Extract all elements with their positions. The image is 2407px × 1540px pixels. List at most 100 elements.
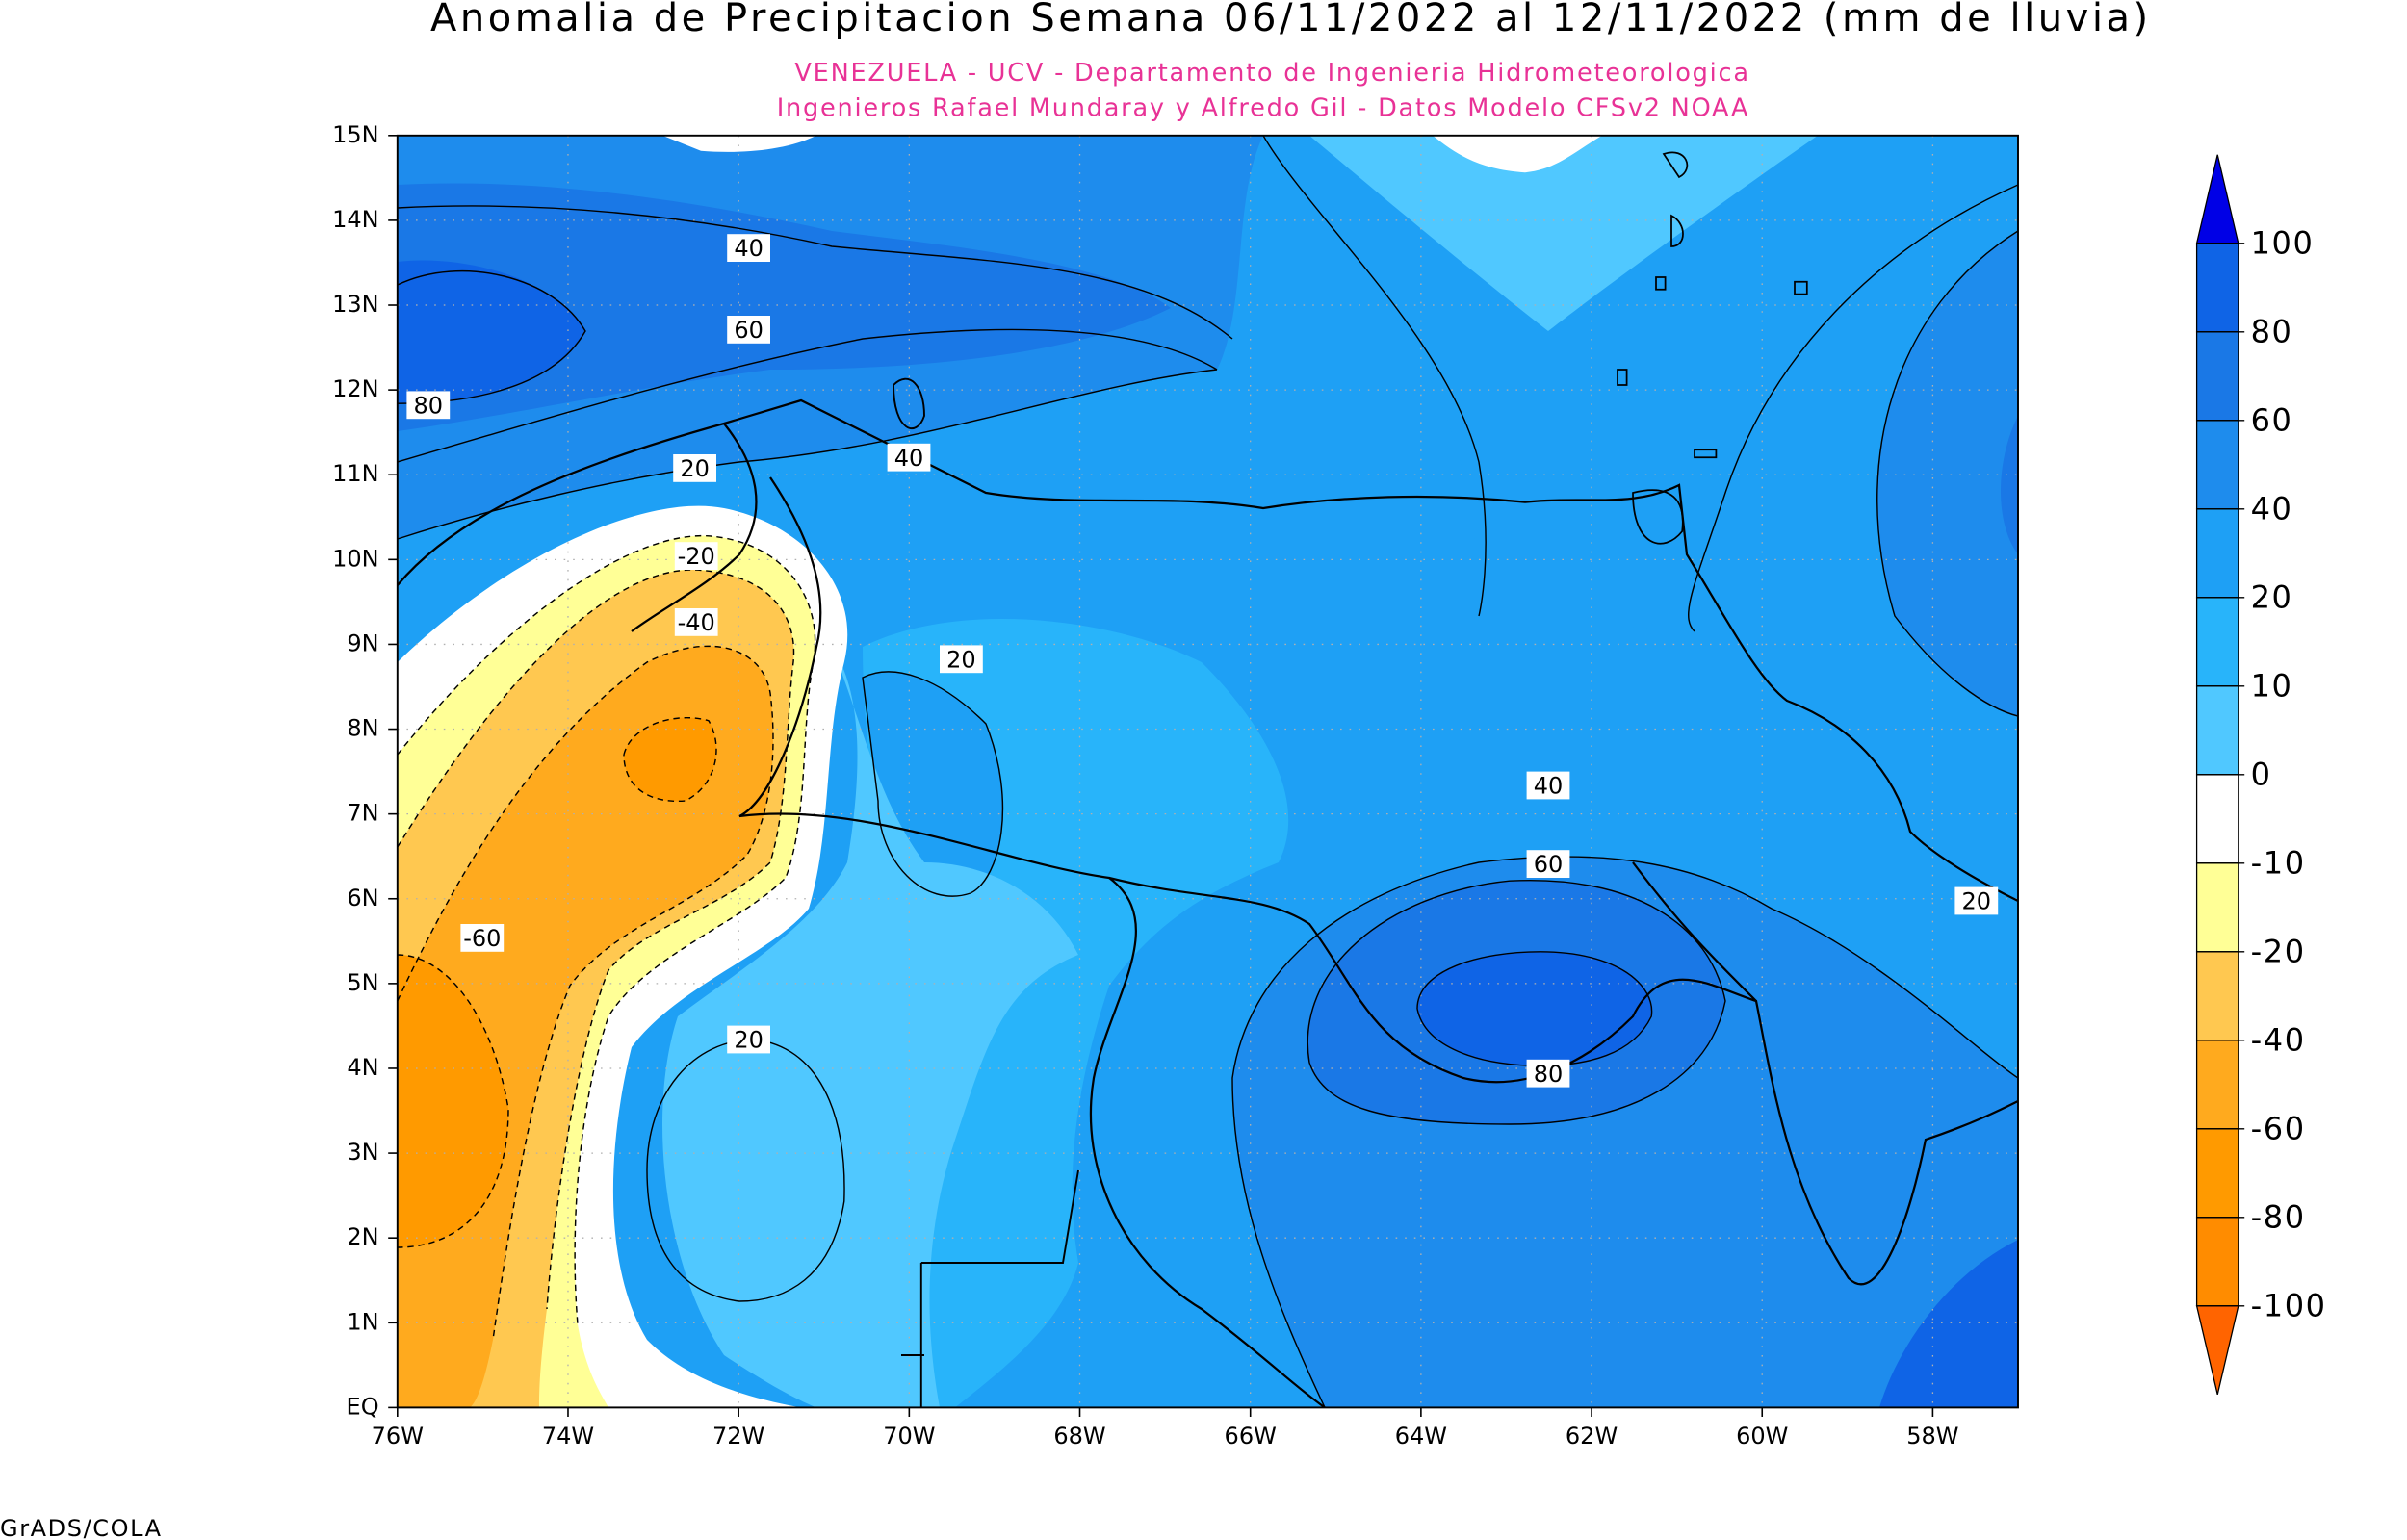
colorbar-swatch — [2195, 774, 2239, 864]
y-tick-label: 4N — [347, 1054, 378, 1081]
contour-label: 20 — [946, 646, 976, 673]
contour-line — [646, 1039, 845, 1302]
colorbar-label: -10 — [2251, 844, 2306, 881]
subtitle: Ingenieros Rafael Mundaray y Alfredo Gil… — [777, 94, 1750, 123]
contour-label-box — [727, 316, 770, 344]
colorbar-swatch — [2195, 685, 2239, 776]
contour-label: 20 — [1962, 888, 1992, 915]
contour-label-box — [673, 454, 716, 482]
contour-label-box — [1526, 771, 1570, 800]
x-tick-label: 66W — [1225, 1423, 1277, 1450]
contour-label: 20 — [734, 1027, 764, 1054]
colorbar-label: 10 — [2251, 667, 2293, 704]
colorbar-label: 100 — [2251, 224, 2315, 261]
colorbar-label: 40 — [2251, 490, 2293, 526]
x-tick-label: 70W — [883, 1423, 935, 1450]
colorbar-label: -60 — [2251, 1110, 2306, 1146]
anomaly-region — [397, 955, 508, 1247]
anomaly-region — [1263, 135, 2018, 632]
x-tick-label: 64W — [1395, 1423, 1447, 1450]
colorbar-swatch — [2195, 1217, 2239, 1307]
contour-label: -60 — [463, 925, 501, 952]
contour-label-box — [1954, 886, 1999, 915]
contour-label: 60 — [1534, 851, 1564, 878]
contour-line — [397, 369, 1218, 540]
contour-lines — [397, 135, 2018, 1408]
contour-label: 80 — [1534, 1061, 1564, 1088]
contour-label-box — [406, 391, 451, 420]
colorbar-label: -80 — [2251, 1198, 2306, 1235]
contour-label-box — [887, 443, 931, 472]
contour-line — [397, 205, 1233, 340]
axes: 76W 74W 72W 70W 68W 66W 64W 62W 60W 58W EQ 1N 2N 3N 4N… — [332, 121, 1958, 1450]
anomaly-region — [662, 647, 1078, 1408]
footer: GrADS/COLA — [0, 1515, 163, 1540]
x-tick-label: 76W — [372, 1423, 424, 1450]
colorbar-swatch — [2195, 1128, 2239, 1219]
colorbar-label: 0 — [2251, 756, 2272, 792]
y-tick-label: 12N — [332, 375, 379, 402]
anomaly-region — [1417, 951, 1652, 1066]
x-tick-label: 58W — [1906, 1423, 1958, 1450]
contour-line — [1307, 879, 1726, 1125]
x-tick-label: 60W — [1736, 1423, 1788, 1450]
contour-line — [1688, 184, 2018, 632]
y-tick-label: 11N — [332, 460, 379, 487]
colorbar-arrow — [2195, 1305, 2239, 1395]
contour-label-box — [674, 608, 718, 636]
contour-line — [397, 569, 795, 1310]
colorbar-label: -100 — [2251, 1287, 2327, 1323]
colorbar-swatch — [2195, 243, 2239, 333]
anomaly-region — [662, 135, 816, 152]
y-tick-label: 2N — [347, 1223, 378, 1250]
colorbar-label: 80 — [2251, 313, 2293, 349]
map-frame — [396, 134, 2019, 1409]
colorbar-label: 20 — [2251, 578, 2293, 615]
contour-label: 20 — [680, 455, 710, 482]
x-tick-label: 62W — [1566, 1423, 1618, 1450]
anomaly-region — [1433, 135, 1602, 173]
anomaly-region — [397, 183, 1171, 431]
anomaly-region — [397, 646, 773, 1408]
contour-label: -20 — [678, 543, 715, 570]
anomaly-fields — [397, 135, 2018, 1408]
y-tick-label: 15N — [332, 121, 379, 148]
colorbar-swatch — [2195, 951, 2239, 1041]
colorbar-swatch — [2195, 862, 2239, 953]
y-tick-label: 8N — [347, 715, 378, 742]
coastlines — [397, 151, 2018, 1408]
contour-label-box — [1526, 850, 1570, 878]
anomaly-region — [1879, 1240, 2018, 1408]
colorbar-swatch — [2195, 1040, 2239, 1130]
contour-line — [862, 671, 1004, 897]
contour-line — [1262, 135, 1487, 617]
contour-line — [623, 717, 717, 803]
contour-label-box — [1526, 1059, 1570, 1088]
colorbar-label: -40 — [2251, 1021, 2306, 1058]
contour-label: 80 — [414, 392, 444, 419]
anomaly-region — [397, 260, 585, 404]
contour-line — [1876, 230, 2018, 717]
contour-line — [397, 270, 586, 404]
contour-label: -40 — [678, 609, 715, 636]
subtitle: VENEZUELA - UCV - Departamento de Ingeni… — [794, 59, 1749, 88]
anomaly-region — [2001, 416, 2018, 554]
y-tick-label: 9N — [347, 629, 378, 656]
contour-label-box — [674, 542, 718, 570]
colorbar-swatch — [2195, 420, 2239, 510]
contour-line — [397, 645, 774, 1341]
contour-line — [1231, 856, 2018, 1408]
title: Anomalia de Precipitacion Semana 06/11/2… — [430, 0, 2152, 40]
y-tick-label: 10N — [332, 545, 379, 572]
colorbar-swatch — [2195, 597, 2239, 687]
contour-label: 40 — [1534, 773, 1564, 800]
colorbar-swatch — [2195, 331, 2239, 422]
anomaly-region — [1876, 231, 2018, 716]
colorbar-label: 60 — [2251, 401, 2293, 438]
y-tick-label: 3N — [347, 1139, 378, 1166]
contour-label: 40 — [734, 235, 764, 262]
y-tick-label: 13N — [332, 291, 379, 318]
y-tick-label: 7N — [347, 800, 378, 827]
contour-label: 60 — [734, 317, 764, 344]
x-tick-label: 74W — [542, 1423, 594, 1450]
